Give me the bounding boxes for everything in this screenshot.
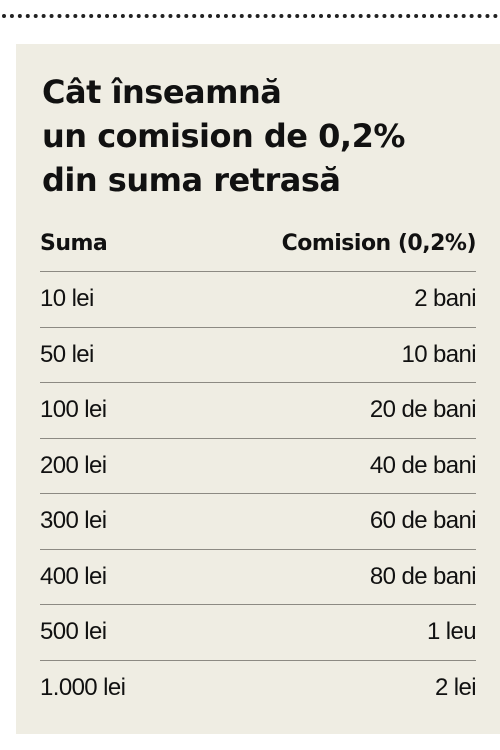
commission-cell: 20 de bani	[369, 396, 477, 424]
title-line-1: Cât înseamnă	[42, 73, 282, 111]
commission-cell: 60 de bani	[369, 507, 477, 535]
amount-cell: 500 lei	[40, 618, 107, 646]
commission-cell: 2 lei	[434, 673, 477, 701]
table-row: 50 lei 10 bani	[40, 326, 477, 383]
amount-cell: 10 lei	[40, 285, 94, 313]
amount-cell: 100 lei	[40, 396, 107, 424]
table-row: 400 lei 80 de bani	[40, 548, 477, 605]
commission-cell: 1 leu	[426, 618, 477, 646]
title-line-3: din suma retrasă	[42, 161, 341, 199]
amount-cell: 50 lei	[40, 340, 94, 368]
amount-cell: 300 lei	[40, 507, 107, 535]
table-header-row: Suma Comision (0,2%)	[40, 215, 477, 271]
commission-cell: 40 de bani	[369, 451, 477, 479]
table-row: 100 lei 20 de bani	[40, 382, 477, 438]
table-row: 200 lei 40 de bani	[40, 437, 477, 494]
info-panel: Cât înseamnă un comision de 0,2% din sum…	[16, 44, 500, 734]
commission-cell: 10 bani	[401, 340, 476, 368]
amount-cell: 400 lei	[40, 562, 107, 590]
commission-cell: 2 bani	[414, 285, 476, 313]
dotted-top-rule	[2, 14, 498, 18]
header-amount: Suma	[40, 230, 108, 256]
table-row: 500 lei 1 leu	[40, 604, 477, 660]
commission-table: Suma Comision (0,2%) 10 lei 2 bani 50 le…	[40, 215, 477, 716]
table-row: 10 lei 2 bani	[40, 271, 477, 327]
table-row: 1.000 lei 2 lei	[40, 659, 477, 716]
amount-cell: 200 lei	[40, 451, 107, 479]
title-line-2: un comision de 0,2%	[42, 117, 405, 155]
panel-title: Cât înseamnă un comision de 0,2% din sum…	[42, 70, 482, 202]
table-row: 300 lei 60 de bani	[40, 493, 477, 549]
header-commission: Comision (0,2%)	[281, 230, 477, 256]
commission-cell: 80 de bani	[369, 562, 477, 590]
amount-cell: 1.000 lei	[40, 673, 126, 701]
